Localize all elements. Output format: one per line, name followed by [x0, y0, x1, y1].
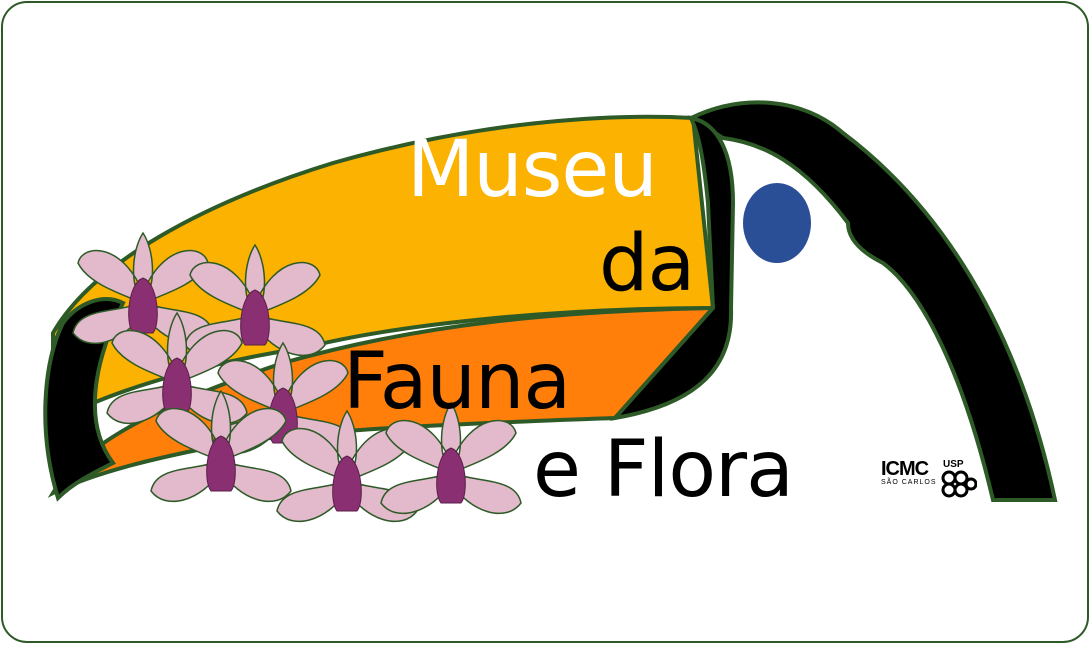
- icmc-text: ICMC: [881, 458, 929, 480]
- orchid-flower: [380, 401, 522, 514]
- usp-emblem-icon: [941, 470, 977, 498]
- title-museu: Museu: [407, 125, 658, 215]
- orchid-flower: [150, 389, 292, 502]
- toucan-illustration: [43, 100, 1058, 522]
- icmc-subtext: SÃO CARLOS: [881, 479, 937, 486]
- beak-base-band: [609, 115, 736, 421]
- beak-tip: [43, 297, 126, 502]
- title-e-flora: e Flora: [533, 425, 794, 515]
- orchid-flower: [106, 311, 248, 424]
- eye: [743, 183, 811, 263]
- orchid-cluster: [72, 231, 522, 522]
- title-da: da: [599, 219, 695, 309]
- usp-text: USP: [943, 459, 964, 470]
- toucan-head: [686, 100, 1058, 502]
- icmc-usp-logo: ICMC SÃO CARLOS USP: [881, 458, 981, 508]
- orchid-flower: [184, 243, 326, 356]
- orchid-flower: [276, 409, 418, 522]
- title-fauna: Fauna: [343, 337, 571, 427]
